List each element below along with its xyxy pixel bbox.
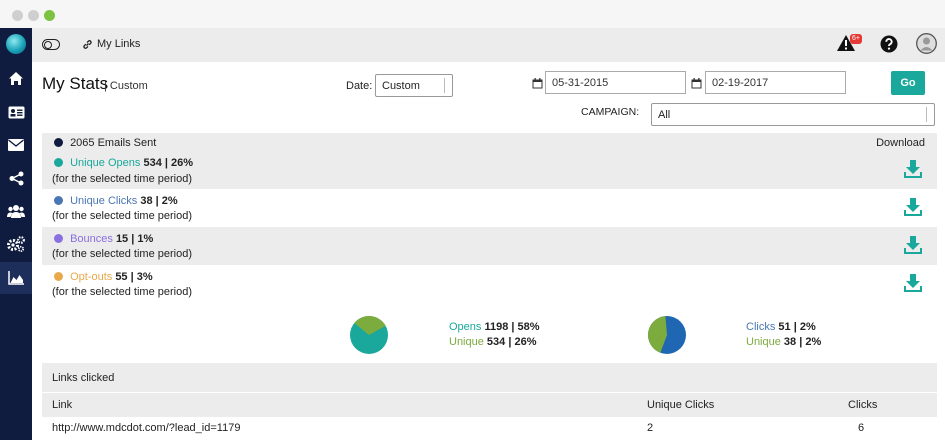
unique-opens-row: Unique Opens 534 | 26% (for the selected… xyxy=(42,151,937,189)
legend-label: Clicks xyxy=(746,321,776,333)
app-logo[interactable] xyxy=(6,34,26,54)
stat-value: 534 | 26% xyxy=(143,157,194,169)
clicks-pie-legend: Clicks 51 | 2% Unique 38 | 2% xyxy=(746,320,821,350)
warning-icon xyxy=(837,35,855,51)
sidebar xyxy=(0,28,32,440)
period-note: (for the selected time period) xyxy=(52,173,193,185)
stat-label: Bounces xyxy=(70,233,113,245)
area-chart-icon[interactable] xyxy=(0,262,32,294)
page-subtitle: | Custom xyxy=(104,80,148,92)
emails-sent-text: 2065 Emails Sent xyxy=(70,137,157,149)
download-header: Download xyxy=(876,137,925,149)
legend-label: Unique xyxy=(449,336,484,348)
sidebar-toggle-icon[interactable] xyxy=(42,39,60,50)
links-table-header: Link Unique Clicks Clicks xyxy=(42,393,937,417)
window-zoom-button[interactable] xyxy=(44,10,55,21)
emails-sent-row: 2065 Emails Sent Download xyxy=(42,133,937,151)
date-label: Date: xyxy=(346,80,373,92)
date-from-input[interactable]: 05-31-2015 xyxy=(545,71,686,94)
clicks-value: 6 xyxy=(858,422,865,434)
column-header-clicks[interactable]: Clicks xyxy=(848,399,878,411)
alerts-button[interactable]: 6+ xyxy=(836,34,862,54)
campaign-value: All xyxy=(658,108,671,121)
stat-value: 55 | 3% xyxy=(115,271,153,283)
page-title: My Stats xyxy=(42,74,109,93)
date-range-select[interactable]: Custom xyxy=(375,74,453,97)
calendar-icon[interactable] xyxy=(532,78,543,89)
my-links-link[interactable]: My Links xyxy=(82,38,140,50)
table-row: http://www.mdcdot.com/?lead_id=1179 2 6 xyxy=(42,418,937,440)
links-clicked-heading: Links clicked xyxy=(42,363,937,392)
link-icon xyxy=(83,39,92,49)
download-icon[interactable] xyxy=(903,197,923,217)
help-icon[interactable] xyxy=(880,35,898,56)
stat-label: Unique Opens xyxy=(70,157,141,169)
campaign-label: CAMPAIGN: xyxy=(581,106,640,118)
legend-value: 1198 | 58% xyxy=(484,321,540,333)
envelope-icon[interactable] xyxy=(0,130,32,160)
legend-value: 534 | 26% xyxy=(486,336,537,348)
period-note: (for the selected time period) xyxy=(52,248,193,260)
opens-pie-unique-slice xyxy=(354,316,386,335)
window-minimize-button[interactable] xyxy=(28,10,39,21)
opens-pie-legend: Opens 1198 | 58% Unique 534 | 26% xyxy=(449,320,540,350)
my-links-label: My Links xyxy=(97,38,141,50)
window-titlebar xyxy=(0,0,945,28)
download-icon[interactable] xyxy=(903,159,923,179)
clicks-dot xyxy=(54,196,63,205)
opt-outs-row: Opt-outs 55 | 3% (for the selected time … xyxy=(42,265,937,303)
top-bar: My Links 6+ xyxy=(32,28,945,62)
period-note: (for the selected time period) xyxy=(52,286,193,298)
date-range-value: Custom xyxy=(382,79,420,92)
stat-label: Unique Clicks xyxy=(70,195,138,207)
contact-card-icon[interactable] xyxy=(0,97,32,127)
user-avatar-icon[interactable] xyxy=(916,33,937,57)
link-url[interactable]: http://www.mdcdot.com/?lead_id=1179 xyxy=(52,422,241,434)
bounces-dot xyxy=(54,234,63,243)
gears-icon[interactable] xyxy=(0,229,32,259)
stat-value: 15 | 1% xyxy=(115,233,154,245)
chevron-down-icon xyxy=(444,78,450,93)
campaign-select[interactable]: All xyxy=(651,103,935,126)
period-note: (for the selected time period) xyxy=(52,210,193,222)
clicks-pie-chart xyxy=(648,316,686,354)
download-icon[interactable] xyxy=(903,273,923,293)
legend-label: Opens xyxy=(449,321,482,333)
go-button[interactable]: Go xyxy=(891,71,925,95)
date-to-input[interactable]: 02-19-2017 xyxy=(705,71,846,94)
clicks-pie-unique-slice xyxy=(648,316,667,353)
legend-value: 38 | 2% xyxy=(783,336,822,348)
unique-clicks-row: Unique Clicks 38 | 2% (for the selected … xyxy=(42,189,937,227)
alert-badge: 6+ xyxy=(850,34,862,44)
bounces-row: Bounces 15 | 1% (for the selected time p… xyxy=(42,227,937,265)
column-header-link[interactable]: Link xyxy=(52,399,73,411)
calendar-icon[interactable] xyxy=(691,78,702,89)
home-icon[interactable] xyxy=(0,63,32,93)
opens-dot xyxy=(54,158,63,167)
window-close-button[interactable] xyxy=(12,10,23,21)
emails-sent-dot xyxy=(54,138,63,147)
stat-value: 38 | 2% xyxy=(140,195,178,207)
users-icon[interactable] xyxy=(0,196,32,226)
column-header-unique-clicks[interactable]: Unique Clicks xyxy=(647,399,715,411)
legend-label: Unique xyxy=(746,336,781,348)
chevron-down-icon xyxy=(926,107,932,122)
optouts-dot xyxy=(54,272,63,281)
unique-clicks-value: 2 xyxy=(647,422,654,434)
opens-pie-chart xyxy=(350,316,388,354)
stat-label: Opt-outs xyxy=(70,271,113,283)
legend-value: 51 | 2% xyxy=(778,321,816,333)
share-icon[interactable] xyxy=(0,163,32,193)
download-icon[interactable] xyxy=(903,235,923,255)
